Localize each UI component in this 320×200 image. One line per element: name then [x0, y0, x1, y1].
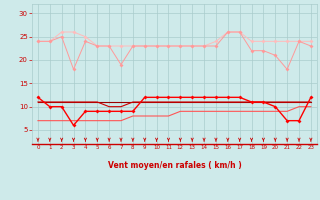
- X-axis label: Vent moyen/en rafales ( km/h ): Vent moyen/en rafales ( km/h ): [108, 161, 241, 170]
